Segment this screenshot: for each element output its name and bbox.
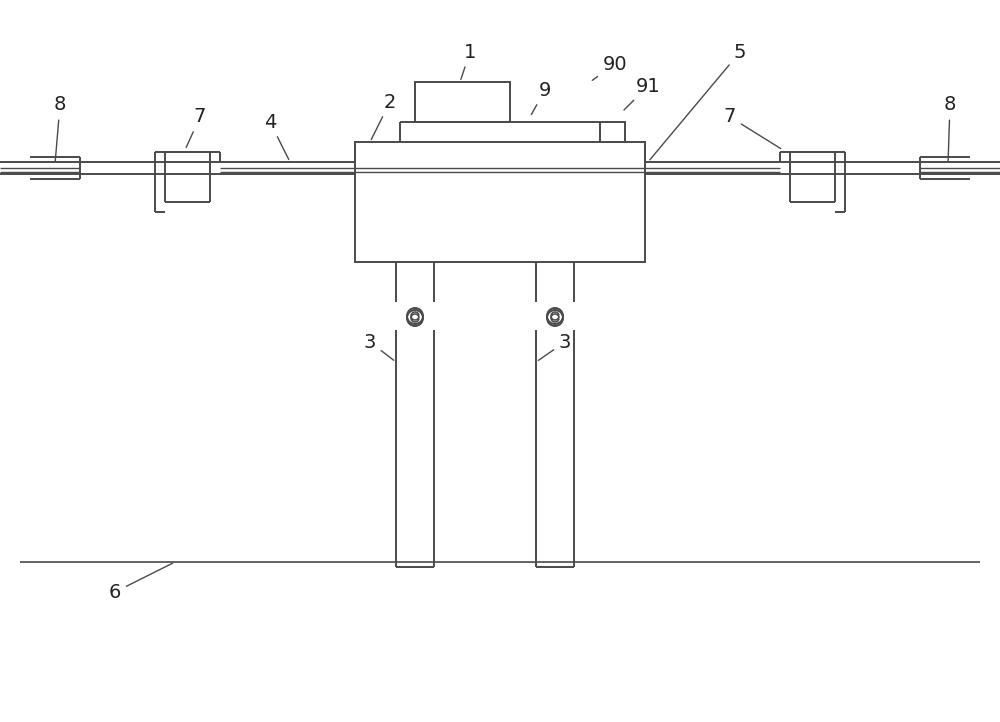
Text: 6: 6 [109,563,173,601]
Text: 7: 7 [186,108,206,147]
Text: 9: 9 [531,80,551,115]
Text: 3: 3 [364,333,394,360]
Text: 8: 8 [944,95,956,161]
Text: 8: 8 [54,95,66,161]
Text: 1: 1 [461,43,476,79]
Text: 4: 4 [264,113,289,160]
Text: 2: 2 [371,92,396,139]
Text: 7: 7 [724,108,781,149]
Bar [415,82,510,122]
Text: 90: 90 [592,54,627,80]
Text: 91: 91 [624,77,660,110]
Bar [600,122,625,142]
Text: 5: 5 [650,43,746,160]
Text: 3: 3 [538,333,571,360]
Bar [355,142,645,262]
